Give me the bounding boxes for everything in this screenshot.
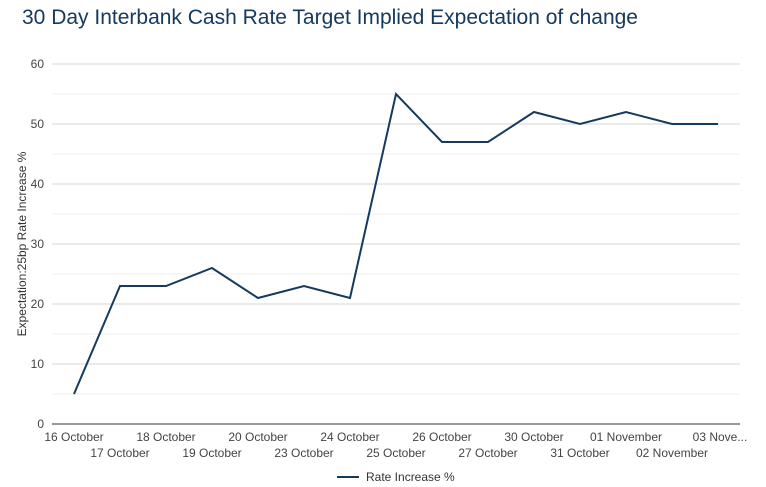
x-tick-label: 24 October xyxy=(320,430,379,444)
chart-title: 30 Day Interbank Cash Rate Target Implie… xyxy=(22,6,638,29)
legend-label: Rate Increase % xyxy=(366,470,455,484)
x-axis-ticks: 16 October 17 October 18 October 19 October… xyxy=(44,430,747,460)
data-point[interactable] xyxy=(439,139,445,145)
x-tick-label: 31 October xyxy=(550,446,609,460)
y-tick-label: 40 xyxy=(31,177,45,191)
y-axis-ticks: 0 10 20 30 40 50 60 xyxy=(31,57,45,431)
x-tick-label: 23 October xyxy=(274,446,333,460)
series-line[interactable] xyxy=(73,91,718,395)
data-point[interactable] xyxy=(531,109,537,115)
x-tick-label: 02 November xyxy=(636,446,708,460)
x-tick-label: 03 Nove... xyxy=(693,430,748,444)
series-layer xyxy=(71,91,721,397)
data-point[interactable] xyxy=(347,295,353,301)
x-tick-label: 19 October xyxy=(182,446,241,460)
x-tick-label: 30 October xyxy=(504,430,563,444)
y-tick-label: 50 xyxy=(31,117,45,131)
x-tick-label: 27 October xyxy=(458,446,517,460)
x-tick-label: 17 October xyxy=(90,446,149,460)
x-tick-label: 01 November xyxy=(590,430,662,444)
x-tick-label: 16 October xyxy=(44,430,103,444)
data-point[interactable] xyxy=(623,109,629,115)
x-tick-label: 25 October xyxy=(366,446,425,460)
data-point[interactable] xyxy=(485,139,491,145)
data-point[interactable] xyxy=(117,283,123,289)
x-tick-label: 26 October xyxy=(412,430,471,444)
data-point[interactable] xyxy=(209,265,215,271)
data-point[interactable] xyxy=(163,283,169,289)
data-point[interactable] xyxy=(393,91,399,97)
data-point[interactable] xyxy=(669,121,675,127)
data-point[interactable] xyxy=(301,283,307,289)
y-axis-label: Expectation:25bp Rate Increase % xyxy=(15,151,29,336)
y-tick-label: 60 xyxy=(31,57,45,71)
y-tick-label: 20 xyxy=(31,297,45,311)
x-tick-label: 18 October xyxy=(136,430,195,444)
gridlines xyxy=(52,63,740,395)
y-tick-label: 30 xyxy=(31,237,45,251)
data-point[interactable] xyxy=(577,121,583,127)
legend[interactable]: Rate Increase % xyxy=(337,470,455,484)
x-tick-label: 20 October xyxy=(228,430,287,444)
y-tick-label: 0 xyxy=(37,417,44,431)
y-tick-label: 10 xyxy=(31,357,45,371)
data-point[interactable] xyxy=(71,391,77,397)
data-point[interactable] xyxy=(255,295,261,301)
data-point[interactable] xyxy=(715,121,721,127)
